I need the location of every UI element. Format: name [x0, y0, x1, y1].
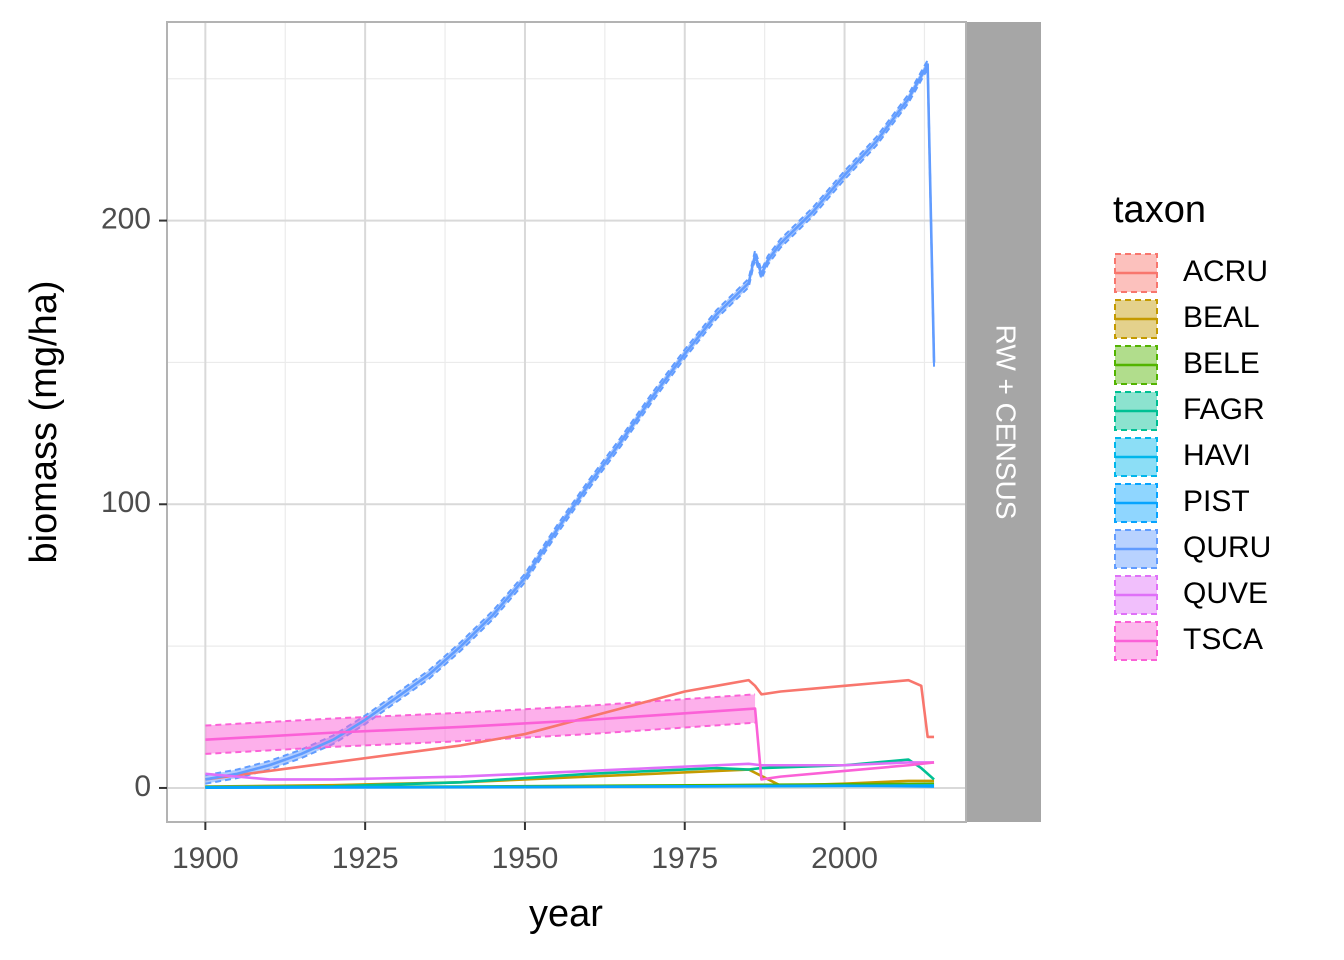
y-axis: 0 100 200: [101, 203, 167, 803]
facet-strip-label: RW + CENSUS: [991, 325, 1022, 520]
legend-item-pist: PIST: [1114, 483, 1250, 523]
y-tick-label: 0: [134, 770, 151, 803]
x-tick-label: 2000: [811, 842, 878, 875]
legend-label: ACRU: [1183, 255, 1268, 288]
plot-panel-border: [166, 21, 967, 823]
legend: taxon ACRU BEAL BELE FAGR HAVI PIST QURU QUVE TS…: [1113, 189, 1271, 661]
band-lower-tsca: [205, 721, 756, 755]
x-tick-label: 1900: [172, 842, 239, 875]
legend-label: QURU: [1183, 531, 1271, 564]
x-tick-label: 1925: [332, 842, 399, 875]
series-line-pist: [205, 784, 935, 789]
legend-item-acru: ACRU: [1114, 253, 1268, 293]
series-line-acru: [205, 678, 935, 781]
facet-strip-background: [967, 22, 1041, 822]
x-tick-label: 1950: [492, 842, 559, 875]
legend-label: FAGR: [1183, 393, 1265, 426]
legend-item-bele: BELE: [1114, 345, 1260, 385]
x-axis-title: year: [529, 893, 603, 935]
facet-strip: RW + CENSUS: [967, 22, 1041, 822]
y-tick-label: 200: [101, 203, 151, 236]
legend-label: BEAL: [1183, 301, 1260, 334]
legend-label: TSCA: [1183, 623, 1263, 656]
legend-label: BELE: [1183, 347, 1260, 380]
legend-item-quru: QURU: [1114, 529, 1271, 569]
legend-item-havi: HAVI: [1114, 437, 1251, 477]
legend-label: QUVE: [1183, 577, 1268, 610]
legend-title: taxon: [1113, 189, 1206, 231]
band-upper-tsca: [205, 693, 756, 727]
legend-item-tsca: TSCA: [1114, 621, 1263, 661]
legend-item-fagr: FAGR: [1114, 391, 1265, 431]
x-tick-label: 1975: [651, 842, 718, 875]
series-lines: [205, 63, 936, 789]
series-line-quve: [205, 761, 935, 781]
y-axis-title: biomass (mg/ha): [23, 281, 65, 564]
legend-item-beal: BEAL: [1114, 299, 1260, 339]
series-line-tsca: [205, 707, 935, 781]
series-line-quru: [205, 63, 936, 781]
y-tick-label: 100: [101, 486, 151, 519]
legend-item-quve: QUVE: [1114, 575, 1268, 615]
x-axis: 1900 1925 1950 1975 2000: [172, 822, 878, 875]
legend-label: HAVI: [1183, 439, 1251, 472]
legend-label: PIST: [1183, 485, 1250, 518]
